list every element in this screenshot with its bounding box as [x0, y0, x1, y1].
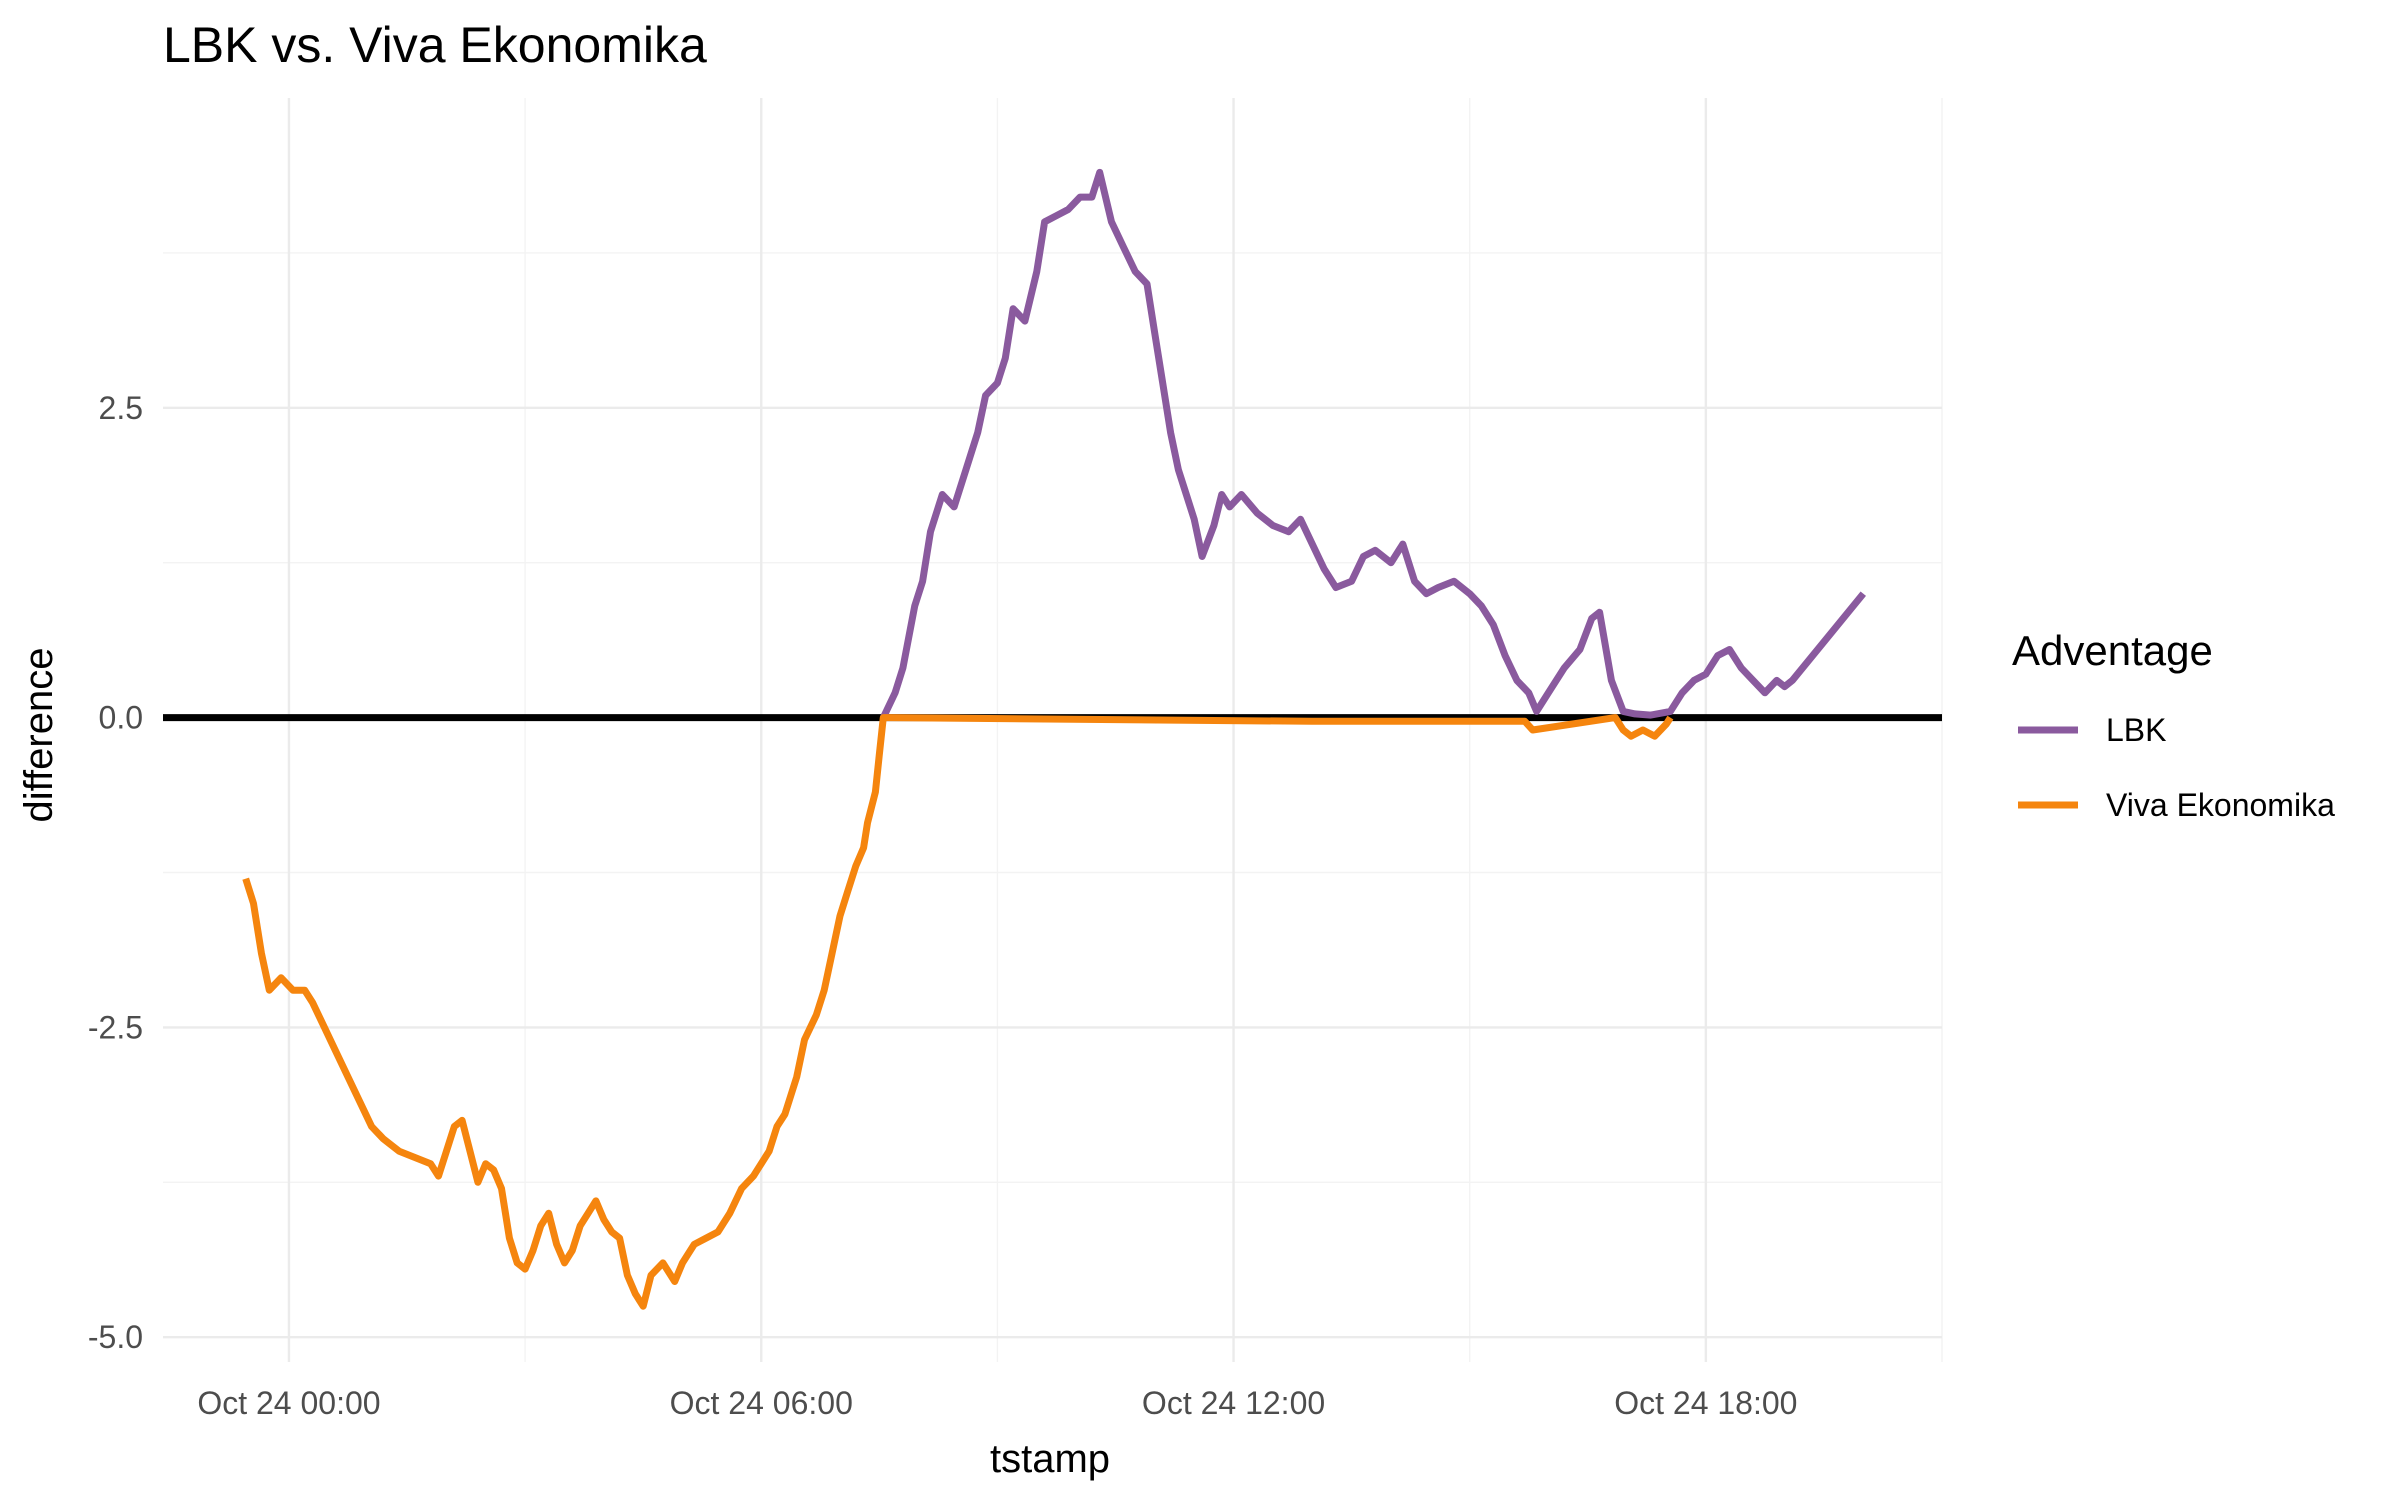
legend-label: Viva Ekonomika: [2106, 787, 2335, 823]
y-tick-label: -2.5: [88, 1009, 143, 1045]
y-axis-label: difference: [17, 648, 61, 823]
y-tick-label: 2.5: [99, 390, 143, 426]
legend-entries: LBK Viva Ekonomika: [2018, 712, 2335, 823]
chart-title: LBK vs. Viva Ekonomika: [163, 17, 707, 73]
series-layer: [242, 168, 1867, 1310]
legend-label: LBK: [2106, 712, 2166, 748]
x-axis-label: tstamp: [990, 1437, 1110, 1481]
x-axis-ticks: Oct 24 00:00 Oct 24 06:00 Oct 24 12:00 Oct …: [197, 1385, 1797, 1421]
x-tick-label: Oct 24 18:00: [1614, 1385, 1797, 1421]
y-axis-ticks: -5.0 -2.5 0.0 2.5: [88, 390, 143, 1355]
plot-grid: [163, 98, 1943, 1362]
legend-title: Adventage: [2012, 627, 2213, 674]
legend: Adventage LBK Viva Ekonomika: [2012, 627, 2335, 823]
x-tick-label: Oct 24 06:00: [670, 1385, 853, 1421]
y-tick-label: -5.0: [88, 1319, 143, 1355]
x-tick-label: Oct 24 12:00: [1142, 1385, 1325, 1421]
series-line-lbk: [880, 168, 1867, 720]
y-tick-label: 0.0: [99, 700, 143, 736]
series-line-viva-ekonomika: [242, 714, 1674, 1310]
x-tick-label: Oct 24 00:00: [197, 1385, 380, 1421]
